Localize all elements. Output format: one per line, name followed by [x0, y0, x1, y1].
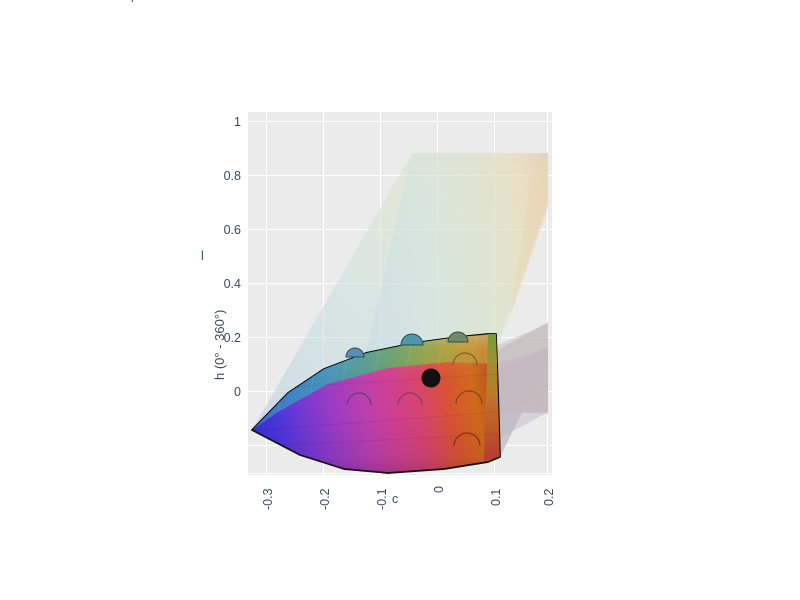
clipped-top-label: l	[131, 0, 134, 4]
y-tick-label: 0.6	[223, 223, 241, 237]
x-axis-ticks: -0.3 -0.2 -0.1 0 0.1 0.2	[248, 478, 556, 518]
x-tick-label: -0.3	[261, 488, 275, 510]
x-tick-label: -0.1	[375, 488, 389, 510]
y-tick-label: 0.4	[223, 277, 241, 291]
x-tick-label: 0.1	[489, 488, 503, 506]
y-tick-label: 0.2	[223, 331, 241, 345]
y-tick-label: 0.8	[223, 169, 241, 183]
y-tick-label: 1	[234, 115, 241, 129]
x-tick-label: 0.2	[542, 488, 556, 506]
marker-point	[346, 352, 483, 447]
z-axis-label: h (0° - 360°)	[212, 309, 227, 380]
gridline-h-major	[248, 121, 552, 123]
y-axis-label: l	[201, 249, 204, 263]
y-tick-label: 0	[234, 385, 241, 399]
upper-plane-surface	[252, 153, 548, 430]
gamut-3d-scene	[251, 153, 548, 474]
plot-panel	[248, 112, 552, 475]
marker-points-group	[345, 331, 483, 447]
x-axis-label: c	[392, 492, 399, 506]
gridline-v-major	[323, 112, 325, 475]
marker-point	[400, 333, 424, 346]
x-tick-label: -0.2	[318, 488, 332, 510]
gridline-v-major	[547, 112, 549, 475]
gridline-h-major	[248, 473, 552, 475]
marker-point	[345, 347, 365, 358]
marker-point	[447, 331, 469, 343]
x-tick-label: 0	[432, 486, 446, 493]
black-reference-sphere	[421, 368, 441, 388]
y-axis-ticks: 1 0.8 0.6 0.4 0.2 0	[196, 112, 241, 475]
gridline-v-major	[266, 112, 268, 475]
